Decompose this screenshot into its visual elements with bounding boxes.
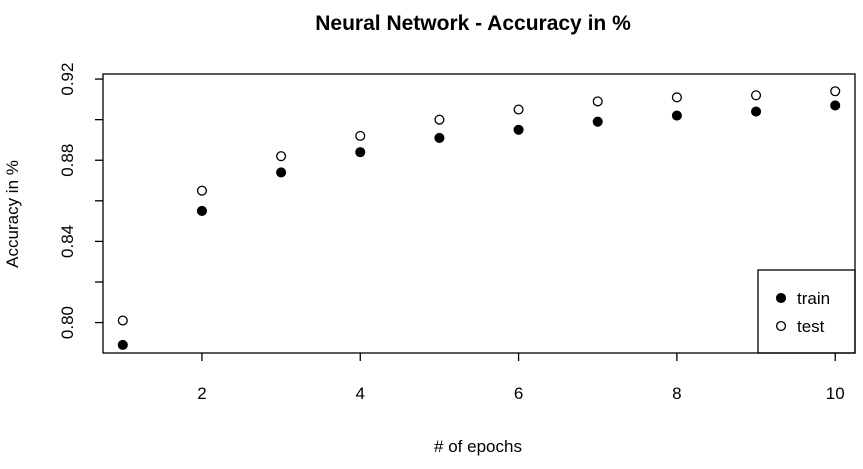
test-point [276,151,287,162]
y-axis: 0.80 0.84 0.88 0.92 [58,63,103,339]
y-axis-label: Accuracy in % [3,160,22,268]
train-point [355,147,366,158]
test-point [117,315,128,326]
train-point [434,132,445,143]
test-point [196,185,207,196]
y-tick-label: 0.92 [58,63,77,96]
x-tick-label: 2 [197,384,206,403]
train-point [671,110,682,121]
train-point [196,205,207,217]
plot-area [102,73,856,354]
test-point [671,92,682,103]
x-tick-label: 4 [356,384,365,403]
y-tick-label: 0.84 [58,225,77,258]
train-point [751,106,762,117]
x-tick-label: 8 [672,384,681,403]
chart-title: Neural Network - Accuracy in % [315,12,631,35]
legend-marker-train [775,292,787,304]
train-point [592,116,603,127]
legend: train test [757,269,856,354]
legend-marker-test [775,320,787,332]
train-point [830,100,841,111]
data-points [117,86,841,350]
train-point [117,339,128,350]
test-point [434,114,445,125]
legend-label-test: test [797,317,825,336]
series-test [117,86,841,326]
legend-box [757,269,856,354]
series-train [117,100,841,350]
test-point [513,104,524,115]
test-point [751,90,762,101]
x-tick-label: 10 [826,384,845,403]
plot-frame [102,73,856,354]
test-point [830,86,841,97]
test-point [355,130,366,141]
legend-label-train: train [797,289,830,308]
x-tick-label: 6 [514,384,523,403]
y-tick-label: 0.80 [58,306,77,339]
y-tick-label: 0.88 [58,144,77,177]
train-point [276,167,287,178]
train-point [513,124,524,135]
x-axis: 2 4 6 8 10 [197,353,845,403]
test-point [592,96,603,107]
x-axis-label: # of epochs [434,437,522,456]
